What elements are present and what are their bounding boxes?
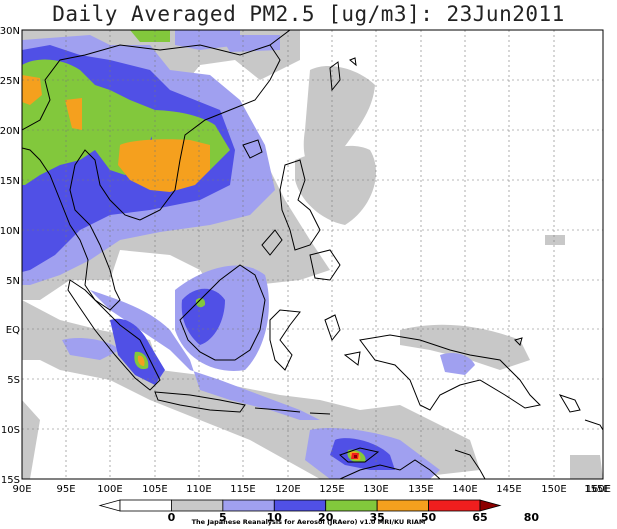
- colorbar-segment: [376, 499, 429, 512]
- lon-label-95e: 95E: [56, 484, 75, 495]
- lat-label-5n: 5N: [6, 276, 20, 287]
- colorbar-segment: [171, 499, 224, 512]
- lon-label-105e: 105E: [142, 484, 167, 495]
- colorbar-segment-high: [479, 499, 502, 512]
- colorbar: 0 5 10 20 35 50 65 80: [98, 499, 540, 524]
- latitude-labels: 30N 25N 20N 15N 10N 5N EQ 5S 10S 15S: [0, 26, 20, 486]
- field-gt80: [354, 455, 357, 458]
- lon-label-110e: 110E: [186, 484, 211, 495]
- coastlines: [22, 30, 603, 479]
- lon-label-135e: 135E: [408, 484, 433, 495]
- lon-label-155e: 155E: [584, 484, 609, 495]
- lat-label-10s: 10S: [1, 425, 20, 436]
- lat-label-25n: 25N: [0, 76, 20, 87]
- colorbar-segment: [325, 499, 378, 512]
- lon-label-120e: 120E: [275, 484, 300, 495]
- lat-label-30n: 30N: [0, 26, 20, 37]
- map-title: Daily Averaged PM2.5 [ug/m3]: 23Jun2011: [52, 2, 565, 26]
- lon-label-140e: 140E: [452, 484, 477, 495]
- field-50-65: [22, 75, 361, 461]
- lat-label-15n: 15N: [0, 176, 20, 187]
- lat-label-15s: 15S: [1, 475, 20, 486]
- colorbar-tick-label: 50: [421, 511, 437, 524]
- gridlines: [22, 30, 603, 479]
- colorbar-tick-label: 35: [369, 511, 384, 524]
- plot-frame: [21, 29, 604, 480]
- colorbar-tick-label: 20: [318, 511, 334, 524]
- colorbar-tick-label: 65: [472, 511, 487, 524]
- lon-label-150e: 150E: [541, 484, 566, 495]
- colorbar-segment-low: [98, 499, 121, 512]
- lon-label-100e: 100E: [97, 484, 122, 495]
- colorbar-tick-label: 0: [168, 511, 176, 524]
- colorbar-tick-label: 80: [524, 511, 540, 524]
- lon-label-115e: 115E: [230, 484, 255, 495]
- concentration-field: [22, 30, 603, 479]
- lat-label-eq: EQ: [6, 325, 20, 336]
- colorbar-tick-label: 5: [219, 511, 227, 524]
- longitude-labels: 90E 95E 100E 105E 110E 115E 120E 125E 13…: [12, 484, 611, 495]
- lon-label-125e: 125E: [319, 484, 344, 495]
- lon-label-130e: 130E: [363, 484, 388, 495]
- colorbar-tick-label: 10: [267, 511, 283, 524]
- lon-label-145e: 145E: [496, 484, 521, 495]
- data-credit: The Japanese Reanalysis for Aerosol (JRA…: [191, 518, 426, 526]
- lon-label-90e: 90E: [12, 484, 31, 495]
- colorbar-segment: [222, 499, 275, 512]
- colorbar-segment: [273, 499, 327, 512]
- lat-label-10n: 10N: [0, 226, 20, 237]
- lat-label-5s: 5S: [7, 375, 20, 386]
- lat-label-20n: 20N: [0, 126, 20, 137]
- colorbar-segment: [428, 499, 481, 512]
- lon-label-160e: 160E: [586, 484, 611, 495]
- colorbar-segment: [119, 499, 172, 512]
